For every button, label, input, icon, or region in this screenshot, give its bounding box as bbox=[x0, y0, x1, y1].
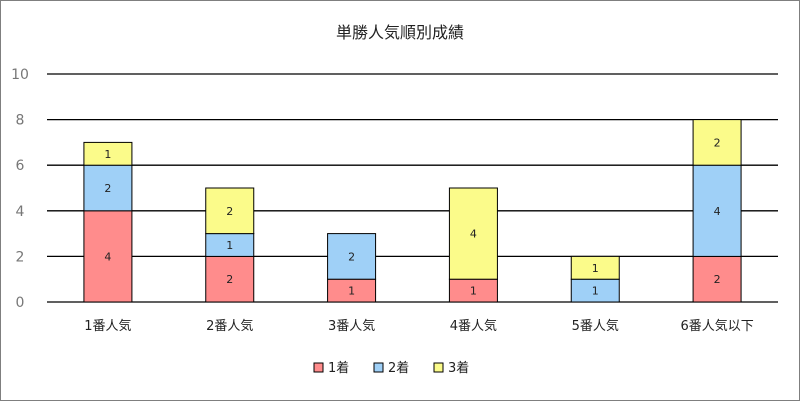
bar-segment bbox=[570, 255, 620, 280]
x-tick-label: 1番人気 bbox=[84, 318, 131, 334]
x-tick-label: 4番人気 bbox=[450, 318, 497, 334]
data-label: 2 bbox=[104, 182, 111, 195]
data-label: 1 bbox=[592, 285, 599, 298]
x-tick-label: 2番人気 bbox=[206, 318, 253, 334]
y-tick-label: 8 bbox=[16, 113, 25, 129]
y-tick-label: 4 bbox=[16, 204, 25, 220]
x-tick-label: 3番人気 bbox=[328, 318, 375, 334]
data-label: 1 bbox=[592, 262, 599, 275]
legend-label: 3着 bbox=[448, 360, 469, 376]
y-tick-label: 2 bbox=[16, 249, 25, 265]
y-tick-label: 6 bbox=[16, 158, 25, 174]
data-label: 2 bbox=[226, 273, 233, 286]
data-label: 1 bbox=[104, 148, 111, 161]
bar-segment bbox=[205, 187, 255, 235]
legend-swatch bbox=[433, 362, 444, 373]
legend-label: 2着 bbox=[388, 360, 409, 376]
x-axis-ticks: 1番人気 2番人気 3番人気 4番人気 5番人気 6番人気以下 bbox=[84, 318, 753, 334]
chart-title: 単勝人気順別成績 bbox=[336, 23, 464, 42]
bar-segment bbox=[83, 141, 133, 166]
bar-segment bbox=[327, 233, 377, 280]
legend-swatch bbox=[313, 362, 324, 373]
bar-segment bbox=[692, 164, 742, 257]
legend-swatch bbox=[373, 362, 384, 373]
bar-segment bbox=[448, 187, 498, 280]
data-label: 1 bbox=[470, 285, 477, 298]
data-label: 2 bbox=[714, 136, 721, 149]
y-tick-label: 10 bbox=[11, 67, 29, 83]
legend-label: 1着 bbox=[328, 360, 349, 376]
x-tick-label: 5番人気 bbox=[572, 318, 619, 334]
data-label: 2 bbox=[348, 250, 355, 263]
bars: 4 2 1 2 1 2 1 2 1 4 1 1 2 4 2 bbox=[83, 119, 742, 303]
legend: 1着 2着 3着 bbox=[313, 360, 469, 376]
bar-segment bbox=[692, 119, 742, 166]
y-axis-ticks: 0 2 4 6 8 10 bbox=[11, 67, 29, 311]
data-label: 4 bbox=[104, 250, 111, 263]
data-label: 1 bbox=[348, 285, 355, 298]
data-label: 1 bbox=[226, 239, 233, 252]
bar-segment bbox=[83, 164, 133, 212]
bar-segment bbox=[83, 210, 133, 303]
y-tick-label: 0 bbox=[16, 295, 25, 311]
gridlines bbox=[47, 73, 778, 303]
data-label: 2 bbox=[226, 205, 233, 218]
bar-segment bbox=[205, 255, 255, 303]
x-tick-label: 6番人気以下 bbox=[680, 318, 753, 334]
data-label: 2 bbox=[714, 273, 721, 286]
data-label: 4 bbox=[714, 205, 721, 218]
data-label: 4 bbox=[470, 228, 477, 241]
bar-segment bbox=[692, 255, 742, 303]
